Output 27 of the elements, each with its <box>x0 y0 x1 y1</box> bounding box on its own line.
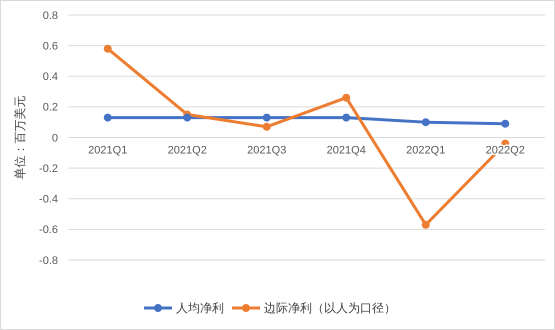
point <box>501 120 510 128</box>
y-tick-label: 0.8 <box>42 10 58 22</box>
point <box>422 220 430 229</box>
x-tick-label: 2021Q1 <box>88 144 128 156</box>
y-tick-label: 0.2 <box>42 102 58 114</box>
point <box>104 44 112 53</box>
x-tick-label: 2022Q1 <box>406 144 446 156</box>
x-tick-label: 2021Q4 <box>326 144 366 156</box>
y-tick-label: -0.6 <box>39 224 58 236</box>
legend-label: 边际净利（以人为口径） <box>264 301 396 316</box>
point <box>104 114 112 122</box>
y-tick-label: 0.6 <box>42 40 58 52</box>
legend-label: 人均净利 <box>176 301 224 316</box>
point <box>422 118 430 126</box>
y-axis-title: 单位：百万美元 <box>13 96 27 180</box>
point <box>262 122 271 131</box>
point <box>342 114 350 122</box>
x-tick-label: 2021Q3 <box>247 144 286 156</box>
y-tick-label: -0.4 <box>39 194 58 206</box>
y-tick-label: 0.4 <box>42 71 58 84</box>
point <box>342 94 350 102</box>
point <box>262 114 271 122</box>
y-tick-label: -0.2 <box>39 162 58 175</box>
x-tick-label: 2021Q2 <box>168 144 207 156</box>
y-tick-label: -0.8 <box>39 254 58 267</box>
y-tick-label: 0 <box>52 132 58 144</box>
point <box>183 114 192 122</box>
